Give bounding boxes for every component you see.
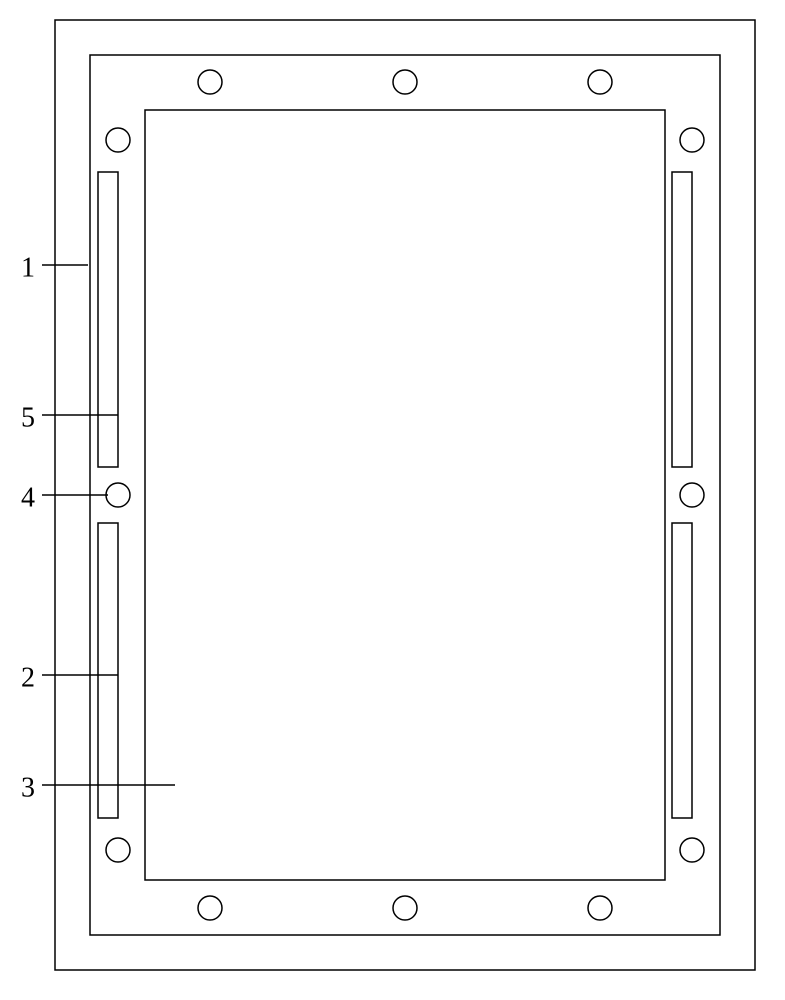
right-slot-lower [672,523,692,818]
bottom-hole-0 [198,896,222,920]
middle-frame [90,55,720,935]
top-hole-1 [393,70,417,94]
top-hole-2 [588,70,612,94]
callout-label-4: 4 [21,482,35,513]
left-slot-upper [98,172,118,467]
corner-hole-2 [106,838,130,862]
left-slot-lower [98,523,118,818]
corner-hole-0 [106,128,130,152]
callout-label-3: 3 [21,772,35,803]
bottom-hole-1 [393,896,417,920]
side-hole-0 [106,483,130,507]
corner-hole-1 [680,128,704,152]
bottom-hole-2 [588,896,612,920]
inner-frame [145,110,665,880]
corner-hole-3 [680,838,704,862]
callout-label-2: 2 [21,662,35,693]
callout-label-5: 5 [21,402,35,433]
top-hole-0 [198,70,222,94]
callout-label-1: 1 [21,252,35,283]
right-slot-upper [672,172,692,467]
outer-frame [55,20,755,970]
engineering-diagram: 1 5 4 2 3 [0,0,785,1000]
side-hole-1 [680,483,704,507]
